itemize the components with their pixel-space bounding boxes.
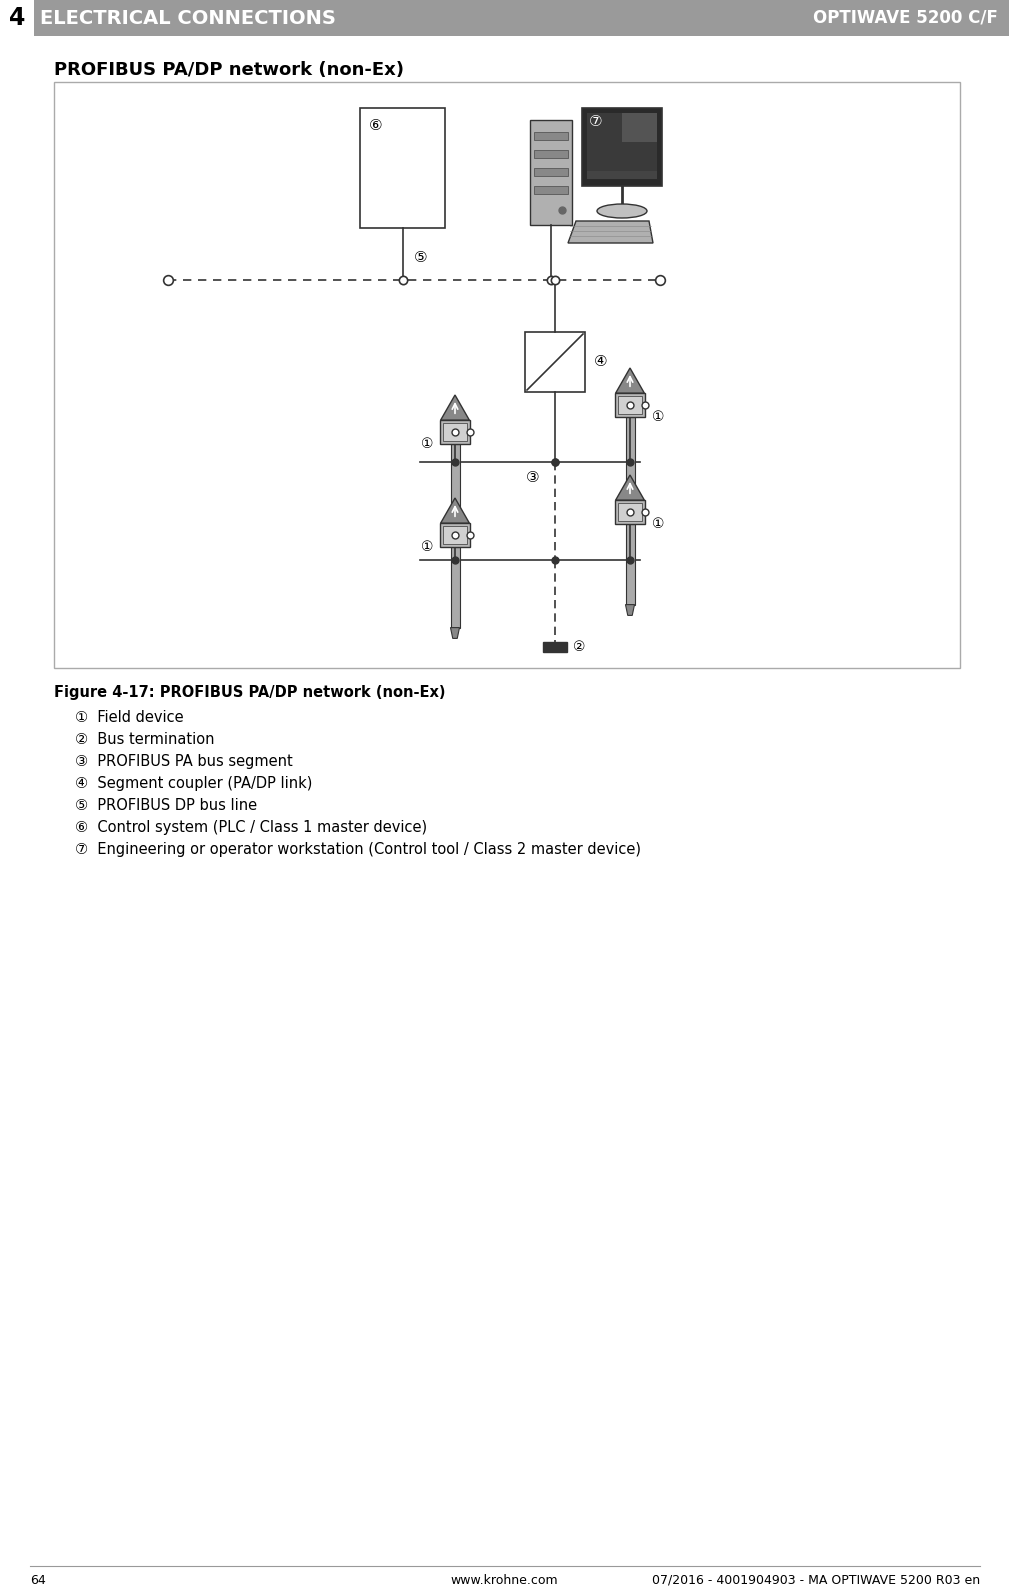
Text: ELECTRICAL CONNECTIONS: ELECTRICAL CONNECTIONS bbox=[40, 8, 336, 27]
Polygon shape bbox=[626, 498, 635, 509]
Bar bbox=[622, 113, 657, 142]
Bar bbox=[534, 150, 568, 158]
Bar bbox=[530, 119, 572, 224]
Text: ③  PROFIBUS PA bus segment: ③ PROFIBUS PA bus segment bbox=[75, 754, 293, 768]
Bar bbox=[450, 547, 459, 627]
Polygon shape bbox=[441, 498, 469, 523]
Text: ①: ① bbox=[652, 410, 664, 423]
Bar bbox=[618, 503, 643, 520]
Text: PROFIBUS PA/DP network (non-Ex): PROFIBUS PA/DP network (non-Ex) bbox=[54, 60, 404, 80]
Text: ②  Bus termination: ② Bus termination bbox=[75, 732, 215, 748]
Text: ①: ① bbox=[652, 517, 664, 531]
Text: ①: ① bbox=[421, 438, 433, 450]
Text: ④  Segment coupler (PA/DP link): ④ Segment coupler (PA/DP link) bbox=[75, 776, 313, 791]
Bar bbox=[618, 396, 643, 414]
Bar bbox=[443, 527, 467, 544]
Bar bbox=[614, 393, 646, 417]
Bar bbox=[360, 108, 445, 228]
Bar bbox=[440, 420, 470, 444]
Text: ⑥: ⑥ bbox=[369, 118, 382, 134]
Ellipse shape bbox=[597, 204, 647, 218]
Bar bbox=[534, 169, 568, 177]
Text: 07/2016 - 4001904903 - MA OPTIWAVE 5200 R03 en: 07/2016 - 4001904903 - MA OPTIWAVE 5200 … bbox=[652, 1573, 980, 1586]
Polygon shape bbox=[615, 368, 645, 393]
Text: Figure 4-17: PROFIBUS PA/DP network (non-Ex): Figure 4-17: PROFIBUS PA/DP network (non… bbox=[54, 686, 446, 700]
Polygon shape bbox=[441, 395, 469, 420]
Text: www.krohne.com: www.krohne.com bbox=[450, 1573, 558, 1586]
Text: ⑥  Control system (PLC / Class 1 master device): ⑥ Control system (PLC / Class 1 master d… bbox=[75, 819, 427, 835]
Polygon shape bbox=[568, 221, 653, 243]
Bar bbox=[543, 643, 567, 652]
Bar bbox=[450, 444, 459, 525]
Text: ⑤  PROFIBUS DP bus line: ⑤ PROFIBUS DP bus line bbox=[75, 799, 257, 813]
Bar bbox=[614, 500, 646, 523]
Bar bbox=[443, 423, 467, 441]
Text: ①: ① bbox=[421, 539, 433, 554]
Polygon shape bbox=[615, 476, 645, 500]
Bar bbox=[582, 108, 662, 186]
Text: 64: 64 bbox=[30, 1573, 45, 1586]
Bar bbox=[0, 0, 34, 37]
Polygon shape bbox=[626, 605, 635, 616]
Text: ②: ② bbox=[573, 640, 585, 654]
Polygon shape bbox=[450, 525, 459, 536]
Text: 4: 4 bbox=[9, 6, 25, 30]
Text: ④: ④ bbox=[594, 355, 607, 369]
Bar bbox=[587, 170, 657, 180]
Text: ⑦: ⑦ bbox=[589, 115, 602, 129]
Text: ⑤: ⑤ bbox=[414, 250, 428, 266]
Bar bbox=[534, 186, 568, 194]
Bar bbox=[626, 417, 635, 498]
Bar bbox=[0, 0, 1009, 37]
Text: ③: ③ bbox=[526, 469, 540, 485]
Bar bbox=[54, 83, 960, 668]
Text: ①  Field device: ① Field device bbox=[75, 710, 184, 725]
Text: OPTIWAVE 5200 C/F: OPTIWAVE 5200 C/F bbox=[813, 10, 998, 27]
Bar bbox=[626, 523, 635, 605]
Bar bbox=[534, 132, 568, 140]
Text: ⑦  Engineering or operator workstation (Control tool / Class 2 master device): ⑦ Engineering or operator workstation (C… bbox=[75, 842, 641, 858]
Bar bbox=[440, 523, 470, 547]
Bar bbox=[587, 113, 657, 170]
Polygon shape bbox=[450, 627, 459, 638]
Bar bbox=[525, 333, 585, 391]
